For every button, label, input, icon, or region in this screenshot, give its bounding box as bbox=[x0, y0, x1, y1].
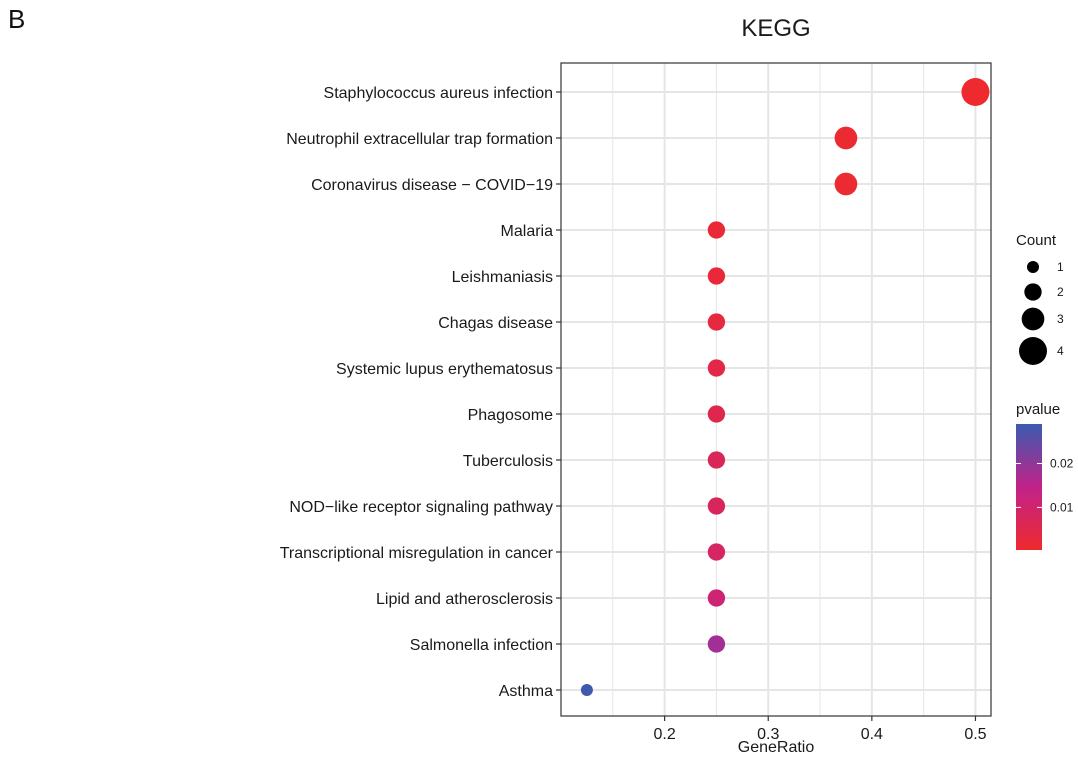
grid-layer bbox=[561, 63, 991, 716]
y-tick-label: Malaria bbox=[501, 223, 554, 240]
x-axis-title: GeneRatio bbox=[738, 739, 815, 756]
x-tick-label: 0.4 bbox=[861, 726, 883, 743]
count-legend-key bbox=[1024, 283, 1042, 301]
data-point bbox=[707, 405, 726, 423]
data-point bbox=[707, 359, 726, 377]
y-tick-label: Systemic lupus erythematosus bbox=[336, 361, 553, 378]
x-tick-label: 0.3 bbox=[757, 726, 779, 743]
y-tick-label: NOD−like receptor signaling pathway bbox=[289, 499, 553, 516]
y-tick-label: Staphylococcus aureus infection bbox=[324, 85, 553, 102]
x-tick-label: 0.2 bbox=[653, 726, 675, 743]
data-point bbox=[707, 313, 726, 331]
pvalue-colorbar bbox=[1016, 424, 1042, 550]
data-point bbox=[834, 126, 858, 150]
colorbar-tick-label: 0.02 bbox=[1050, 457, 1074, 471]
count-legend-label: 1 bbox=[1057, 260, 1064, 274]
x-axis: 0.2 0.3 0.4 0.5 bbox=[653, 716, 987, 743]
pvalue-legend: pvalue 0.01 0.02 bbox=[1016, 401, 1074, 550]
x-tick-label: 0.5 bbox=[964, 726, 986, 743]
count-legend-key bbox=[1027, 261, 1039, 273]
count-legend-label: 4 bbox=[1057, 344, 1064, 358]
y-tick-label: Asthma bbox=[499, 683, 553, 700]
colorbar-tick-label: 0.01 bbox=[1050, 500, 1074, 514]
y-tick-label: Neutrophil extracellular trap formation bbox=[286, 131, 553, 148]
y-tick-label: Phagosome bbox=[468, 407, 553, 424]
count-legend-label: 2 bbox=[1057, 285, 1064, 299]
point-layer bbox=[580, 77, 990, 696]
panel-label: B bbox=[8, 4, 26, 34]
chart-title: KEGG bbox=[741, 15, 810, 42]
y-tick-label: Tuberculosis bbox=[463, 453, 553, 470]
data-point bbox=[580, 684, 593, 696]
y-axis: Staphylococcus aureus infection Neutrophi… bbox=[280, 85, 561, 700]
count-legend-key bbox=[1018, 336, 1048, 366]
panel-border bbox=[560, 62, 992, 717]
data-point bbox=[707, 589, 726, 607]
count-legend-key bbox=[1021, 307, 1045, 331]
data-point bbox=[961, 77, 990, 107]
data-point bbox=[707, 221, 726, 239]
count-legend-title: Count bbox=[1016, 232, 1057, 249]
y-tick-label: Leishmaniasis bbox=[452, 269, 553, 286]
data-point bbox=[707, 497, 726, 515]
data-point bbox=[707, 543, 726, 561]
data-point bbox=[707, 451, 726, 469]
y-tick-label: Coronavirus disease − COVID−19 bbox=[311, 177, 553, 194]
data-point bbox=[834, 172, 858, 196]
y-tick-label: Chagas disease bbox=[438, 315, 553, 332]
data-point bbox=[707, 267, 726, 285]
pvalue-legend-title: pvalue bbox=[1016, 401, 1060, 418]
y-tick-label: Lipid and atherosclerosis bbox=[376, 591, 553, 608]
count-legend-label: 3 bbox=[1057, 312, 1064, 326]
y-tick-label: Transcriptional misregulation in cancer bbox=[280, 545, 554, 562]
data-point bbox=[707, 635, 726, 653]
y-tick-label: Salmonella infection bbox=[410, 637, 553, 654]
count-legend: Count 1 2 3 4 bbox=[1016, 232, 1064, 366]
